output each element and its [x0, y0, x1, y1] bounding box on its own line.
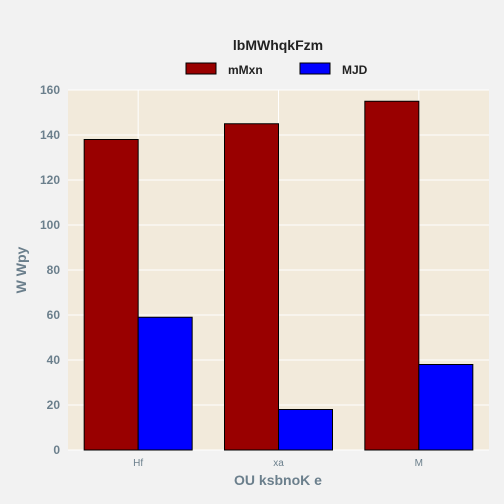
bars	[83, 100, 474, 451]
x-axis-label: OU ksbnoK e	[234, 472, 322, 488]
legend-title: lbMWhqkFzm	[233, 37, 323, 53]
bar-mMxn-Hf	[83, 139, 139, 451]
x-tick-label: Hf	[133, 458, 143, 469]
y-tick-label: 80	[47, 263, 61, 277]
y-tick-label: 160	[40, 83, 60, 97]
y-tick-label: 0	[53, 443, 60, 457]
bar-MJD-Hf	[137, 316, 193, 451]
bar-mMxn-xa	[224, 123, 279, 451]
y-tick-label: 20	[47, 398, 61, 412]
legend-label-MJD: MJD	[342, 63, 368, 77]
x-axis-ticks: Hf xa M	[133, 458, 423, 469]
bar-MJD-M	[418, 364, 474, 451]
y-axis-label: W Wpy	[13, 246, 29, 293]
x-tick-label: xa	[273, 458, 284, 469]
legend-swatch-MJD	[299, 62, 331, 75]
legend-swatch-mMxn	[185, 62, 217, 75]
legend: lbMWhqkFzm mMxn MJD	[185, 37, 368, 77]
y-tick-label: 100	[40, 218, 60, 232]
bar-mMxn-M	[364, 100, 420, 451]
x-tick-label: M	[415, 458, 423, 469]
legend-items: mMxn MJD	[185, 62, 368, 77]
bar-MJD-xa	[278, 409, 333, 451]
y-axis-ticks: 0 20 40 60 80 100 120 140 160	[40, 83, 60, 457]
y-tick-label: 60	[47, 308, 61, 322]
y-tick-label: 40	[47, 353, 61, 367]
y-tick-label: 140	[40, 128, 60, 142]
y-tick-label: 120	[40, 173, 60, 187]
legend-label-mMxn: mMxn	[228, 63, 263, 77]
